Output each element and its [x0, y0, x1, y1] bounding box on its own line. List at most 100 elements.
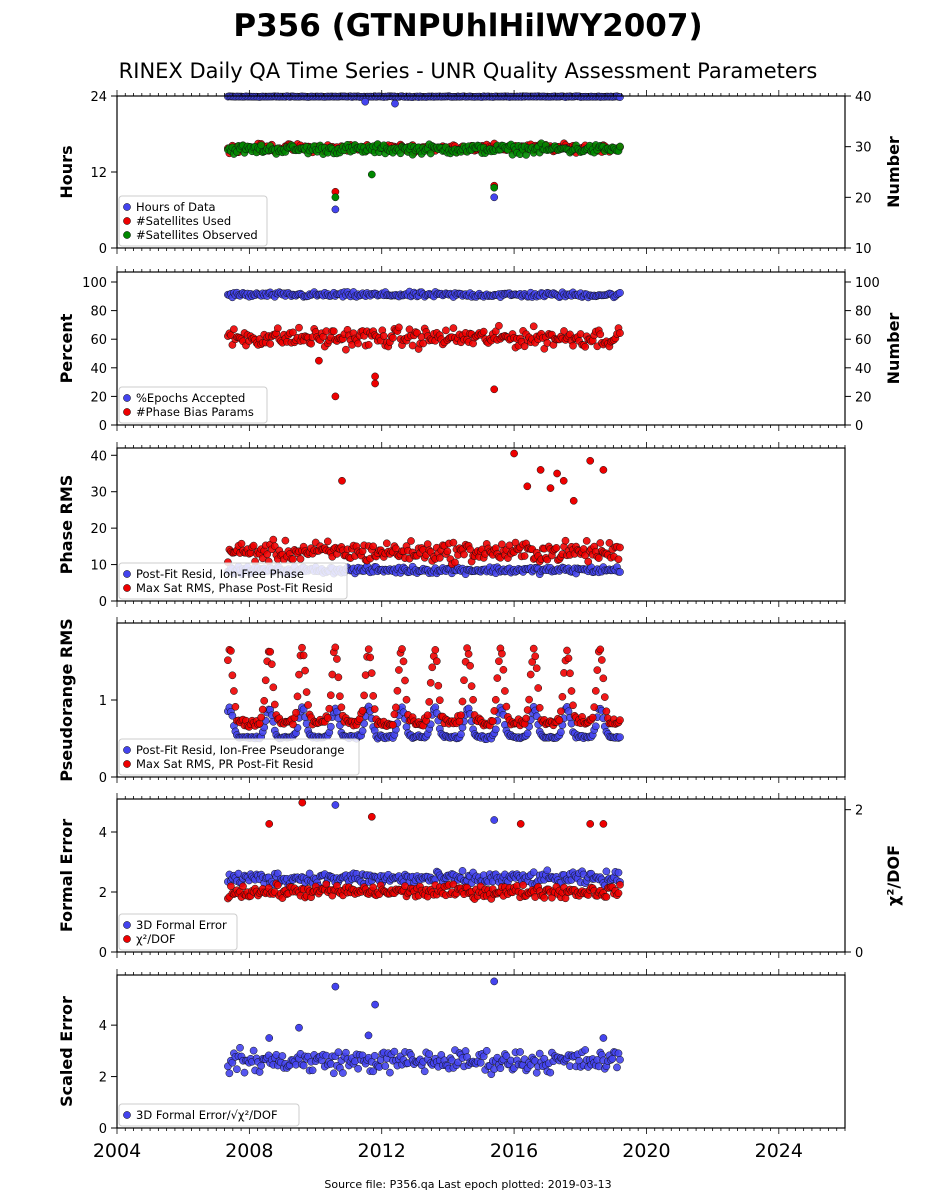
legend-label: Hours of Data — [136, 200, 216, 214]
point-blue — [476, 1058, 485, 1067]
y-tick-label-right: 60 — [855, 333, 872, 348]
panel-4-points — [224, 643, 624, 744]
point-red — [602, 707, 611, 716]
point-red — [616, 716, 624, 724]
point-blue — [523, 729, 532, 738]
point-green — [426, 149, 435, 158]
point-red — [469, 695, 477, 704]
point-blue — [516, 1048, 524, 1056]
point-blue — [616, 288, 624, 297]
point-red — [584, 557, 593, 566]
legend-label: Max Sat RMS, Phase Post-Fit Resid — [136, 581, 333, 595]
point-blue — [543, 866, 552, 875]
x-tick-label: 2024 — [755, 1140, 803, 1162]
point-red — [434, 681, 443, 690]
point-blue — [233, 1065, 241, 1074]
outlier-point — [331, 392, 340, 401]
outlier-point — [490, 385, 499, 394]
outlier-point — [490, 816, 499, 824]
point-red — [407, 537, 415, 545]
outlier-point — [586, 820, 595, 828]
point-blue — [458, 867, 467, 875]
point-red — [616, 880, 624, 889]
y-axis-label: Scaled Error — [57, 996, 76, 1107]
point-blue — [557, 728, 565, 736]
point-red — [408, 341, 417, 350]
point-blue — [329, 1069, 338, 1078]
outlier-point — [586, 456, 595, 465]
point-red — [261, 676, 270, 685]
y-tick-label-right: 40 — [855, 90, 872, 105]
y-tick-label: 80 — [90, 305, 107, 320]
point-red — [333, 655, 341, 663]
outlier-point — [546, 484, 555, 492]
legend-marker — [123, 408, 131, 416]
y-axis-label: Hours — [57, 145, 76, 198]
point-red — [425, 698, 434, 706]
y-tick-label: 100 — [82, 276, 107, 291]
y-tick-label: 12 — [90, 166, 107, 181]
outlier-point — [599, 466, 608, 474]
outlier-point — [265, 820, 274, 828]
point-red — [281, 536, 290, 545]
panel-4: 0 1 Pseudorange RMS Post-Fit Resid, Ion-Fre… — [57, 617, 846, 786]
y-tick-label-right: 30 — [855, 141, 872, 156]
y-tick-label: 0 — [99, 595, 107, 610]
point-red — [520, 552, 529, 560]
point-red — [329, 327, 338, 336]
legend-label: Post-Fit Resid, Ion-Free Pseudorange — [136, 743, 344, 757]
y-tick-label: 2 — [99, 1071, 107, 1086]
point-red — [395, 666, 403, 674]
y-tick-label: 24 — [90, 90, 107, 105]
point-blue — [381, 1062, 390, 1070]
point-red — [529, 644, 538, 653]
point-red — [581, 342, 590, 351]
y-tick-label-right: 100 — [855, 276, 880, 291]
outlier-point — [490, 183, 499, 192]
point-red — [449, 324, 458, 332]
point-red — [467, 682, 476, 690]
point-red — [491, 695, 500, 704]
point-red — [502, 702, 511, 711]
y-axis-label-right: χ²/DOF — [884, 845, 903, 906]
y-tick-label: 0 — [99, 419, 107, 434]
point-red — [614, 555, 623, 564]
point-blue — [482, 1046, 491, 1055]
point-red — [224, 656, 232, 665]
point-red — [428, 663, 437, 672]
point-red — [457, 711, 465, 720]
outlier-point — [367, 812, 376, 821]
legend-label: #Satellites Observed — [136, 228, 258, 242]
point-red — [364, 340, 373, 349]
point-red — [432, 657, 441, 666]
point-red — [540, 894, 549, 902]
point-red — [270, 700, 279, 709]
point-red — [599, 674, 608, 683]
outlier-point — [490, 977, 499, 986]
point-red — [369, 542, 378, 551]
point-blue — [342, 1048, 350, 1057]
point-blue — [616, 568, 624, 576]
point-red — [289, 555, 297, 564]
point-red — [600, 693, 609, 701]
point-red — [370, 705, 379, 713]
point-red — [564, 654, 573, 663]
point-red — [325, 704, 334, 713]
point-red — [293, 692, 302, 701]
point-blue — [420, 1067, 429, 1076]
outlier-point — [371, 1000, 379, 1009]
panel-6: 0 2 4 Scaled Error 2004 2008 2012 2016 2020 2024 3… — [57, 969, 846, 1162]
point-red — [289, 328, 297, 337]
y-tick-label-right: 20 — [855, 390, 872, 405]
point-red — [304, 701, 312, 709]
point-red — [393, 686, 402, 695]
outlier-point — [331, 193, 340, 202]
point-red — [561, 536, 570, 545]
y-tick-label-right: 80 — [855, 305, 872, 320]
point-red — [266, 340, 275, 348]
point-blue — [308, 1066, 317, 1075]
point-blue — [278, 1052, 287, 1060]
y-tick-label: 20 — [90, 522, 107, 537]
legend-marker — [123, 921, 131, 929]
